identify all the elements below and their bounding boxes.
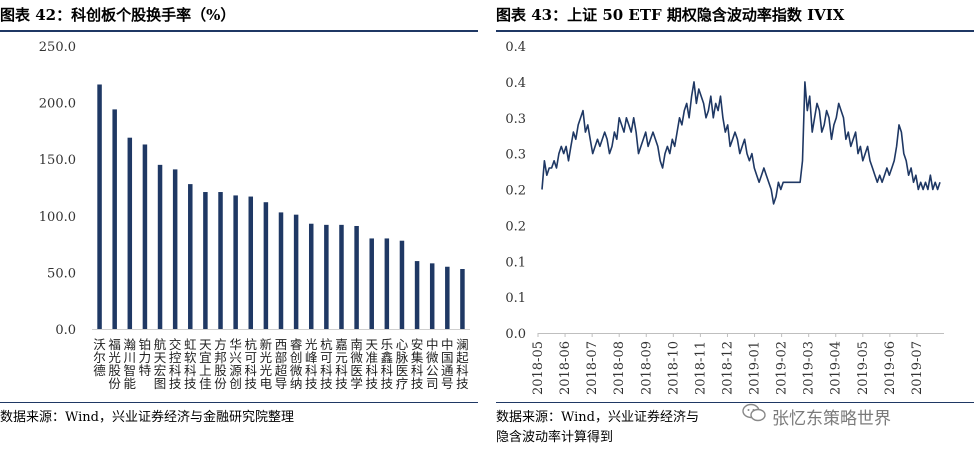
category-label: 心脉医疗: [396, 337, 409, 391]
left-title-bar: 图表 42：科创板个股换手率（%）: [0, 0, 478, 32]
category-label: 西部超导: [275, 337, 288, 391]
y-tick-label: 0.3: [505, 112, 526, 127]
category-label: 铂力特: [139, 337, 152, 378]
bar: [233, 195, 238, 329]
category-label: 交控科技: [169, 337, 182, 391]
category-label: 华兴源创: [229, 337, 242, 391]
category-label: 虹软科技: [184, 337, 197, 391]
y-tick-label: 100.0: [39, 210, 76, 225]
category-label: 中微公司: [426, 337, 439, 391]
watermark-text: 张忆东策略世界: [772, 409, 891, 429]
x-tick-label: 2018-05: [531, 341, 546, 395]
category-label: 沃尔德: [93, 337, 106, 378]
bar: [308, 223, 314, 329]
category-label: 航天宏图: [154, 337, 167, 391]
category-label: 天准科技: [365, 337, 378, 391]
category-label: 天宜上佳: [199, 337, 212, 391]
y-tick-label: 0.2: [505, 184, 526, 199]
ivix-series-line: [541, 81, 941, 205]
category-label: 南微医学: [350, 337, 363, 391]
bar: [278, 212, 284, 329]
x-tick-label: 2018-12: [720, 341, 735, 395]
right-source-note-line2: 隐含波动率计算得到: [496, 430, 614, 445]
wechat-icon: [742, 403, 766, 422]
bar: [460, 269, 465, 329]
category-label: 新光光电: [260, 337, 273, 391]
ivix-line-chart: 0.0 0.1 0.1 0.2 0.2 0.3 0.3 0.4 0.4 2018-05 2018-0…: [505, 40, 944, 395]
bar: [339, 224, 344, 329]
bar: [414, 261, 420, 329]
category-label: 安集科技: [411, 337, 424, 391]
bar: [172, 169, 178, 329]
bar: [263, 202, 269, 329]
bar: [384, 238, 390, 329]
x-tick-label: 2018-11: [693, 341, 708, 395]
bar: [218, 192, 223, 329]
y-tick-label: 0.4: [505, 40, 526, 55]
x-tick-label: 2019-04: [829, 341, 844, 395]
x-tick-label: 2018-06: [558, 341, 573, 395]
y-tick-label: 200.0: [39, 97, 76, 112]
x-tick-label: 2019-05: [856, 341, 871, 395]
category-label: 方邦股份: [214, 337, 227, 391]
x-tick-label: 2019-01: [748, 341, 763, 395]
category-label: 澜起科技: [456, 337, 469, 391]
x-tick-label: 2018-10: [666, 341, 681, 395]
bar: [97, 84, 102, 329]
category-label: 杭可科技: [320, 337, 333, 391]
bar: [157, 164, 163, 329]
bar: [354, 225, 359, 329]
category-label: 瀚川智能: [124, 337, 137, 391]
bar: [429, 263, 435, 329]
x-tick-label: 2018-09: [639, 341, 654, 395]
bar: [188, 184, 193, 329]
left-chart-title: 图表 42：科创板个股换手率（%）: [0, 6, 236, 24]
right-chart-title: 图表 43：上证 50 ETF 期权隐含波动率指数 IVIX: [496, 6, 845, 24]
x-tick-label: 2019-02: [775, 341, 790, 395]
bar: [127, 137, 133, 329]
y-tick-label: 0.0: [55, 323, 76, 338]
category-label: 乐鑫科技: [381, 337, 394, 391]
bar: [293, 214, 299, 329]
y-tick-label: 0.2: [505, 219, 526, 234]
right-source-note-line1: 数据来源：Wind，兴业证券经济与: [496, 410, 699, 425]
y-tick-label: 0.3: [505, 148, 526, 163]
y-tick-label: 250.0: [39, 40, 76, 55]
y-tick-label: 0.0: [505, 327, 526, 342]
bar: [248, 196, 254, 329]
right-title-bar: 图表 43：上证 50 ETF 期权隐含波动率指数 IVIX: [496, 0, 974, 32]
category-label: 福光股份: [108, 337, 121, 391]
category-label: 中国通号: [441, 337, 454, 391]
left-source-bar: 数据来源：Wind，兴业证券经济与金融研究院整理: [0, 402, 478, 425]
x-tick-label: 2018-08: [612, 341, 627, 395]
bar: [324, 224, 329, 329]
bar: [399, 240, 405, 329]
category-label: 嘉元科技: [335, 337, 348, 391]
bar: [142, 144, 148, 329]
x-tick-label: 2019-03: [802, 341, 817, 395]
x-tick-label: 2018-07: [585, 341, 600, 395]
y-tick-label: 150.0: [39, 153, 76, 168]
bar: [445, 266, 450, 329]
x-tick-label: 2019-06: [883, 341, 898, 395]
left-source-note: 数据来源：Wind，兴业证券经济与金融研究院整理: [0, 410, 294, 425]
y-tick-label: 0.1: [505, 291, 526, 306]
y-tick-label: 0.4: [505, 76, 526, 91]
category-label: 光峰科技: [305, 337, 318, 391]
turnover-bar-chart: 0.0 50.0 100.0 150.0 200.0 250.0 沃尔德福光股份瀚川智能铂力…: [39, 40, 470, 391]
y-tick-label: 0.1: [505, 255, 526, 270]
category-label: 杭可科技: [245, 337, 258, 391]
bar: [369, 238, 374, 329]
category-label: 睿创微纳: [290, 337, 303, 391]
bar: [112, 109, 117, 329]
right-source-bar: 数据来源：Wind，兴业证券经济与 隐含波动率计算得到: [496, 402, 974, 445]
x-tick-label: 2019-07: [910, 341, 925, 395]
y-tick-label: 50.0: [47, 266, 76, 281]
bar: [203, 192, 208, 329]
